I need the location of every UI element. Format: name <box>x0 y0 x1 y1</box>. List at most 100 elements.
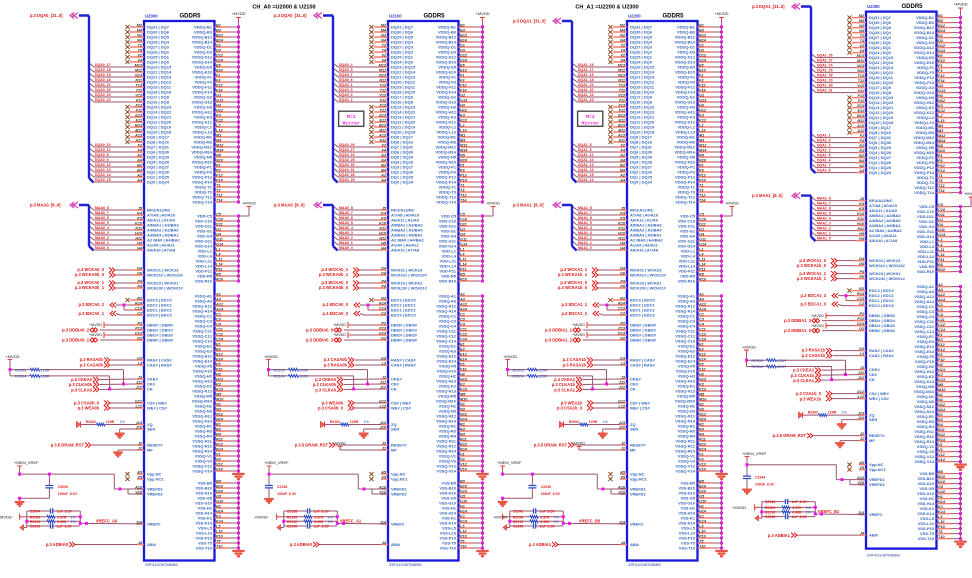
svg-text:H14: H14 <box>460 509 468 513</box>
svg-text:P11: P11 <box>938 258 944 262</box>
svg-text:K12: K12 <box>216 118 224 122</box>
svg-text:B4: B4 <box>137 168 143 172</box>
svg-text:DQ31 | DQ7: DQ31 | DQ7 <box>630 25 653 30</box>
svg-text:VDDQ-F1: VDDQ-F1 <box>438 75 456 80</box>
svg-text:MAA1_2: MAA1_2 <box>817 227 831 231</box>
svg-text:VSSQ-A12: VSSQ-A12 <box>436 304 457 309</box>
svg-text:VSSQ-V3: VSSQ-V3 <box>917 449 935 454</box>
svg-text:M5: M5 <box>699 392 705 396</box>
svg-text:P12: P12 <box>938 164 946 168</box>
svg-text:DQ11 | DQ19: DQ11 | DQ19 <box>391 125 416 130</box>
svg-text:DQ2 | DQ26: DQ2 | DQ26 <box>630 170 653 175</box>
svg-text:A7/A8 | A0/A10: A7/A8 | A0/A10 <box>147 213 176 218</box>
svg-text:D1: D1 <box>699 43 704 47</box>
svg-text:T13: T13 <box>857 74 864 78</box>
svg-text:VSS-L5: VSS-L5 <box>442 526 457 531</box>
svg-text:ZQ: ZQ <box>630 422 636 427</box>
svg-text:VSSQ-C12: VSSQ-C12 <box>914 324 935 329</box>
svg-text:L12: L12 <box>857 395 864 399</box>
svg-text:DQ8 | DQ16: DQ8 | DQ16 <box>869 130 892 135</box>
svg-text:N11: N11 <box>379 78 386 82</box>
svg-text:C2004: C2004 <box>30 510 40 514</box>
svg-text:VSSQ-C11: VSSQ-C11 <box>192 329 212 334</box>
svg-text:R2110: R2110 <box>287 520 297 524</box>
svg-text:VSSQ-A12: VSSQ-A12 <box>192 304 213 309</box>
svg-text:K4: K4 <box>859 202 865 206</box>
svg-text:CK: CK <box>391 387 397 392</box>
svg-text:1%: 1% <box>603 420 609 424</box>
svg-text:+MVDD: +MVDD <box>811 324 824 328</box>
svg-text:VSSQ-C4: VSSQ-C4 <box>916 314 934 319</box>
svg-text:6.49K: 6.49K <box>314 520 324 524</box>
svg-text:DQ10 | DQ18: DQ10 | DQ18 <box>391 130 416 135</box>
svg-text:D4: D4 <box>137 266 143 270</box>
svg-text:N11: N11 <box>857 69 864 73</box>
svg-text:2.37K: 2.37K <box>792 506 802 510</box>
svg-text:V12: V12 <box>699 462 707 466</box>
svg-text:VREFC_A1: VREFC_A1 <box>340 519 362 524</box>
svg-text:+MEM_VREF: +MEM_VREF <box>742 451 767 456</box>
svg-text:R2004: R2004 <box>15 375 26 379</box>
svg-text:T5: T5 <box>460 539 465 543</box>
svg-text:R2203: R2203 <box>513 368 524 372</box>
svg-text:A4/BA2 | A2/BA0: A4/BA2 | A2/BA0 <box>869 218 901 223</box>
svg-text:V4: V4 <box>381 58 387 62</box>
svg-text:E12: E12 <box>699 352 707 356</box>
svg-text:VDDQ-B3: VDDQ-B3 <box>194 30 213 35</box>
svg-text:F10: F10 <box>938 358 945 362</box>
svg-text:J13: J13 <box>136 421 143 425</box>
svg-text:VSS-K1: VSS-K1 <box>681 516 696 521</box>
svg-text:B10: B10 <box>216 484 224 488</box>
svg-text:WE# | CS#: WE# | CS# <box>630 406 651 411</box>
svg-text:L12: L12 <box>618 404 625 408</box>
svg-text:VSSQ-C12: VSSQ-C12 <box>192 334 213 339</box>
svg-text:A12: A12 <box>698 302 707 306</box>
svg-text:G5: G5 <box>216 494 222 498</box>
svg-text:P13: P13 <box>857 317 865 321</box>
svg-text:A3/BA3 | A5/BA1: A3/BA3 | A5/BA1 <box>630 233 662 238</box>
svg-text:VSSQ-V1: VSSQ-V1 <box>439 454 457 459</box>
svg-text:DQ14 | DQ22: DQ14 | DQ22 <box>391 110 416 115</box>
svg-text:1uF_6.3V: 1uF_6.3V <box>314 510 330 514</box>
svg-text:G10: G10 <box>216 499 224 503</box>
svg-text:C4: C4 <box>699 322 705 326</box>
svg-text:VSSQ-A14: VSSQ-A14 <box>914 299 935 304</box>
svg-text:VDD-P11: VDD-P11 <box>917 259 934 264</box>
svg-text:C11: C11 <box>216 327 223 331</box>
svg-text:E13: E13 <box>135 113 143 117</box>
svg-text:K12: K12 <box>938 109 946 113</box>
svg-text:p.3.5 DRAM_RST: p.3.5 DRAM_RST <box>295 443 329 448</box>
svg-text:DBI1# | DBI2#: DBI1# | DBI2# <box>630 333 657 338</box>
svg-text:VSSQ-R11: VSSQ-R11 <box>436 439 456 444</box>
svg-text:ABI#: ABI# <box>630 542 640 547</box>
svg-text:MAA1_5: MAA1_5 <box>578 221 592 225</box>
svg-text:p.3.5 DRAM_RST: p.3.5 DRAM_RST <box>51 443 85 448</box>
svg-text:VSS-T5: VSS-T5 <box>920 531 935 536</box>
svg-text:R2306: R2306 <box>765 506 775 510</box>
svg-text:D1: D1 <box>938 34 943 38</box>
svg-text:VDD-R10: VDD-R10 <box>917 269 935 274</box>
svg-text:A5/BA1 | A3/BA3: A5/BA1 | A3/BA3 <box>869 213 901 218</box>
svg-text:VDDQ-M1: VDDQ-M1 <box>194 135 213 140</box>
svg-text:VSSQ-V3: VSSQ-V3 <box>678 459 696 464</box>
svg-text:DQ15 | DQ23: DQ15 | DQ23 <box>869 95 894 100</box>
svg-text:J14: J14 <box>136 520 143 524</box>
svg-text:VDDQ-M14: VDDQ-M14 <box>435 150 456 155</box>
svg-text:F11: F11 <box>858 99 864 103</box>
svg-text:M3: M3 <box>699 138 705 142</box>
svg-text:T3: T3 <box>216 188 221 192</box>
svg-text:J14: J14 <box>619 520 626 524</box>
svg-text:+MVDD: +MVDD <box>231 11 245 16</box>
svg-text:VDDQ-D12: VDDQ-D12 <box>192 55 213 60</box>
svg-text:M5: M5 <box>216 392 222 396</box>
svg-text:T1: T1 <box>460 183 464 187</box>
svg-text:MAA1_5: MAA1_5 <box>817 212 831 216</box>
svg-text:1%: 1% <box>71 515 77 519</box>
svg-text:VSS-T5: VSS-T5 <box>681 541 696 546</box>
svg-text:E4: E4 <box>859 149 865 153</box>
svg-text:G1: G1 <box>699 227 704 231</box>
svg-text:VSS-P10: VSS-P10 <box>918 526 935 531</box>
svg-text:VDD-R5: VDD-R5 <box>441 274 457 279</box>
svg-text:VDDQ-N5: VDDQ-N5 <box>677 155 696 160</box>
svg-text:VSSQ-C3: VSSQ-C3 <box>194 319 212 324</box>
